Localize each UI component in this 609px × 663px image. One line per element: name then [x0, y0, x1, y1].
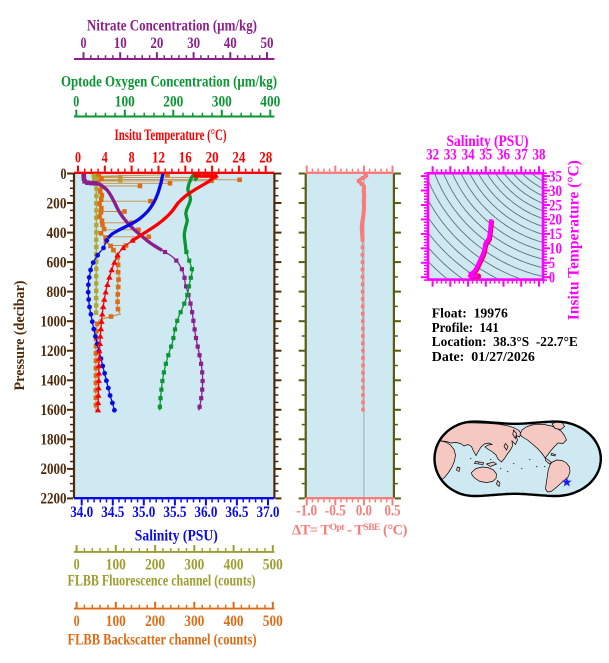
svg-text:Salinity (PSU): Salinity (PSU)	[135, 528, 218, 545]
svg-text:34.5: 34.5	[101, 504, 124, 521]
svg-text:FLBB Fluorescence channel (cou: FLBB Fluorescence channel (counts)	[68, 572, 256, 589]
svg-text:1600: 1600	[41, 402, 67, 419]
svg-text:37: 37	[515, 147, 528, 164]
svg-text:0: 0	[75, 149, 81, 166]
svg-text:Insitu Temperature (°C): Insitu Temperature (°C)	[115, 127, 227, 144]
svg-text:ΔT= TOpt - TSBE (°C): ΔT= TOpt - TSBE (°C)	[292, 522, 408, 538]
svg-text:34.0: 34.0	[70, 504, 93, 521]
svg-text:34: 34	[462, 147, 475, 164]
svg-text:12: 12	[152, 149, 165, 166]
svg-text:0.0: 0.0	[356, 502, 372, 519]
svg-text:Nitrate Concentration (µm/kg): Nitrate Concentration (µm/kg)	[87, 18, 257, 35]
svg-text:Location: 38.3°S -22.7°E: Location: 38.3°S -22.7°E	[432, 334, 578, 349]
svg-text:Profile: 141: Profile: 141	[432, 320, 499, 335]
svg-text:1200: 1200	[41, 343, 67, 360]
svg-text:36.5: 36.5	[225, 504, 248, 521]
svg-text:200: 200	[47, 195, 67, 212]
svg-text:0: 0	[61, 166, 67, 183]
svg-text:300: 300	[184, 613, 204, 630]
svg-text:10: 10	[549, 241, 562, 258]
svg-text:10: 10	[114, 35, 127, 52]
svg-text:100: 100	[106, 613, 126, 630]
svg-text:36.0: 36.0	[194, 504, 217, 521]
svg-text:200: 200	[163, 93, 183, 110]
svg-text:200: 200	[145, 613, 165, 630]
svg-text:800: 800	[47, 284, 67, 301]
svg-text:0: 0	[81, 35, 87, 52]
svg-text:600: 600	[47, 254, 67, 271]
svg-text:5: 5	[549, 255, 555, 272]
svg-text:0: 0	[549, 270, 555, 287]
svg-text:20: 20	[150, 35, 163, 52]
svg-text:1000: 1000	[41, 314, 67, 331]
svg-text:300: 300	[212, 93, 232, 110]
svg-text:100: 100	[106, 557, 126, 574]
svg-text:1400: 1400	[41, 373, 67, 390]
svg-text:500: 500	[263, 557, 283, 574]
svg-text:35: 35	[479, 147, 492, 164]
svg-text:35.5: 35.5	[163, 504, 186, 521]
svg-text:500: 500	[263, 613, 283, 630]
svg-text:-0.5: -0.5	[325, 502, 346, 519]
svg-text:30: 30	[187, 35, 200, 52]
svg-text:0: 0	[73, 93, 79, 110]
svg-text:24: 24	[232, 149, 245, 166]
svg-text:35: 35	[549, 168, 562, 185]
svg-text:37.0: 37.0	[257, 504, 280, 521]
svg-text:38: 38	[533, 147, 546, 164]
svg-text:-1.0: -1.0	[296, 502, 317, 519]
svg-text:30: 30	[549, 183, 562, 200]
svg-text:40: 40	[224, 35, 237, 52]
svg-text:20: 20	[206, 149, 219, 166]
svg-text:Float: 19976: Float: 19976	[432, 305, 508, 320]
svg-text:Optode Oxygen Concentration (µ: Optode Oxygen Concentration (µm/kg)	[61, 74, 277, 91]
svg-text:0: 0	[74, 613, 80, 630]
svg-text:400: 400	[47, 225, 67, 242]
svg-text:FLBB Backscatter channel (coun: FLBB Backscatter channel (counts)	[68, 631, 257, 648]
svg-text:1800: 1800	[41, 432, 67, 449]
svg-text:33: 33	[444, 147, 457, 164]
svg-text:300: 300	[184, 557, 204, 574]
svg-text:36: 36	[497, 147, 510, 164]
svg-text:Pressure (decibar): Pressure (decibar)	[12, 281, 28, 391]
svg-text:0: 0	[74, 557, 80, 574]
svg-text:400: 400	[224, 613, 244, 630]
svg-text:25: 25	[549, 197, 562, 214]
svg-text:Date: 01/27/2026: Date: 01/27/2026	[432, 349, 535, 364]
svg-text:400: 400	[260, 93, 280, 110]
svg-text:2200: 2200	[41, 491, 67, 508]
svg-text:Salinity (PSU): Salinity (PSU)	[447, 133, 529, 150]
svg-text:Insitu Temperature (°C): Insitu Temperature (°C)	[566, 160, 583, 320]
svg-text:32: 32	[426, 147, 439, 164]
svg-text:20: 20	[549, 212, 562, 229]
svg-text:2000: 2000	[41, 461, 67, 478]
svg-text:400: 400	[224, 557, 244, 574]
svg-text:15: 15	[549, 226, 562, 243]
svg-text:28: 28	[259, 149, 272, 166]
svg-text:35.0: 35.0	[132, 504, 155, 521]
svg-text:0.5: 0.5	[385, 502, 401, 519]
svg-text:200: 200	[145, 557, 165, 574]
svg-text:50: 50	[261, 35, 274, 52]
svg-text:16: 16	[179, 149, 192, 166]
svg-text:4: 4	[102, 149, 108, 166]
svg-text:8: 8	[129, 149, 135, 166]
svg-text:100: 100	[115, 93, 135, 110]
